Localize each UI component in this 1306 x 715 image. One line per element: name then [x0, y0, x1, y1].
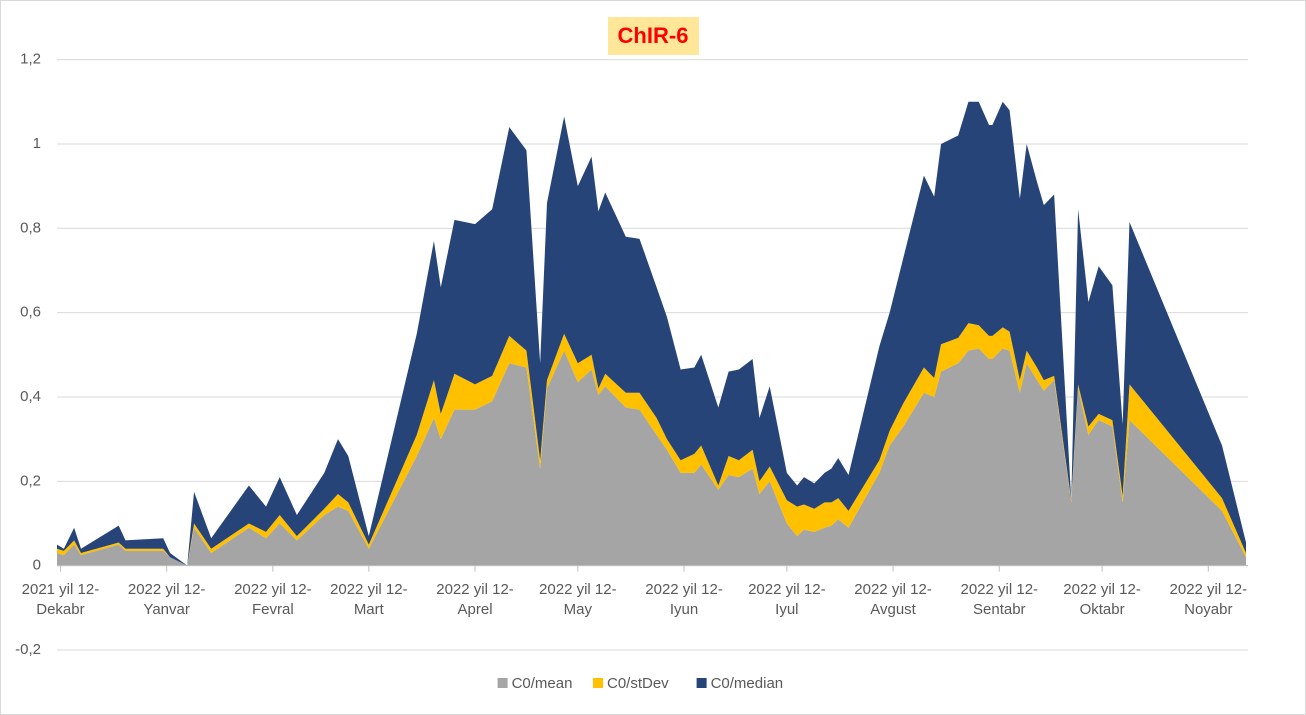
- y-tick-label: 0,4: [20, 388, 41, 405]
- area: [57, 101, 1246, 566]
- x-tick-label: 2022 yil 12-Iyun: [645, 580, 723, 618]
- legend-label: C0/stDev: [607, 675, 669, 692]
- area: [57, 348, 1246, 566]
- y-tick-label: 0: [33, 557, 41, 574]
- x-tick-label: 2021 yil 12-Dekabr: [21, 580, 100, 618]
- x-tick-label: 2022 yil 12-Sentabr: [960, 580, 1039, 618]
- chart-title: ChIR-6: [618, 23, 689, 48]
- x-tick-label: 2022 yil 12-Mart: [330, 580, 408, 618]
- x-tick-label: 2022 yil 12-Noyabr: [1169, 580, 1248, 618]
- legend-label: C0/mean: [512, 675, 573, 692]
- x-tick-label: 2022 yil 12-Iyul: [748, 580, 826, 618]
- x-tick-label: 2022 yil 12-Yanvar: [127, 580, 206, 618]
- y-tick-label: 0,8: [20, 219, 41, 236]
- title-box: [608, 17, 699, 55]
- x-tick-label: 2022 yil 12-Aprel: [436, 580, 514, 618]
- y-tick-label: 1,2: [20, 51, 41, 68]
- legend-label: C0/median: [711, 675, 784, 692]
- y-tick-label: 0,2: [20, 472, 41, 489]
- x-tick-label: 2022 yil 12-Avgust: [854, 580, 932, 618]
- y-tick-label: -0,2: [15, 641, 41, 658]
- legend-swatch: [593, 678, 603, 688]
- x-tick-label: 2022 yil 12-Oktabr: [1063, 580, 1141, 618]
- x-tick-label: 2022 yil 12-May: [539, 580, 617, 618]
- legend-swatch: [497, 678, 508, 688]
- y-tick-label: 1: [33, 135, 41, 152]
- y-tick-label: 0,6: [20, 304, 41, 321]
- x-tick-label: 2022 yil 12-Fevral: [234, 580, 312, 618]
- legend-swatch: [696, 678, 707, 688]
